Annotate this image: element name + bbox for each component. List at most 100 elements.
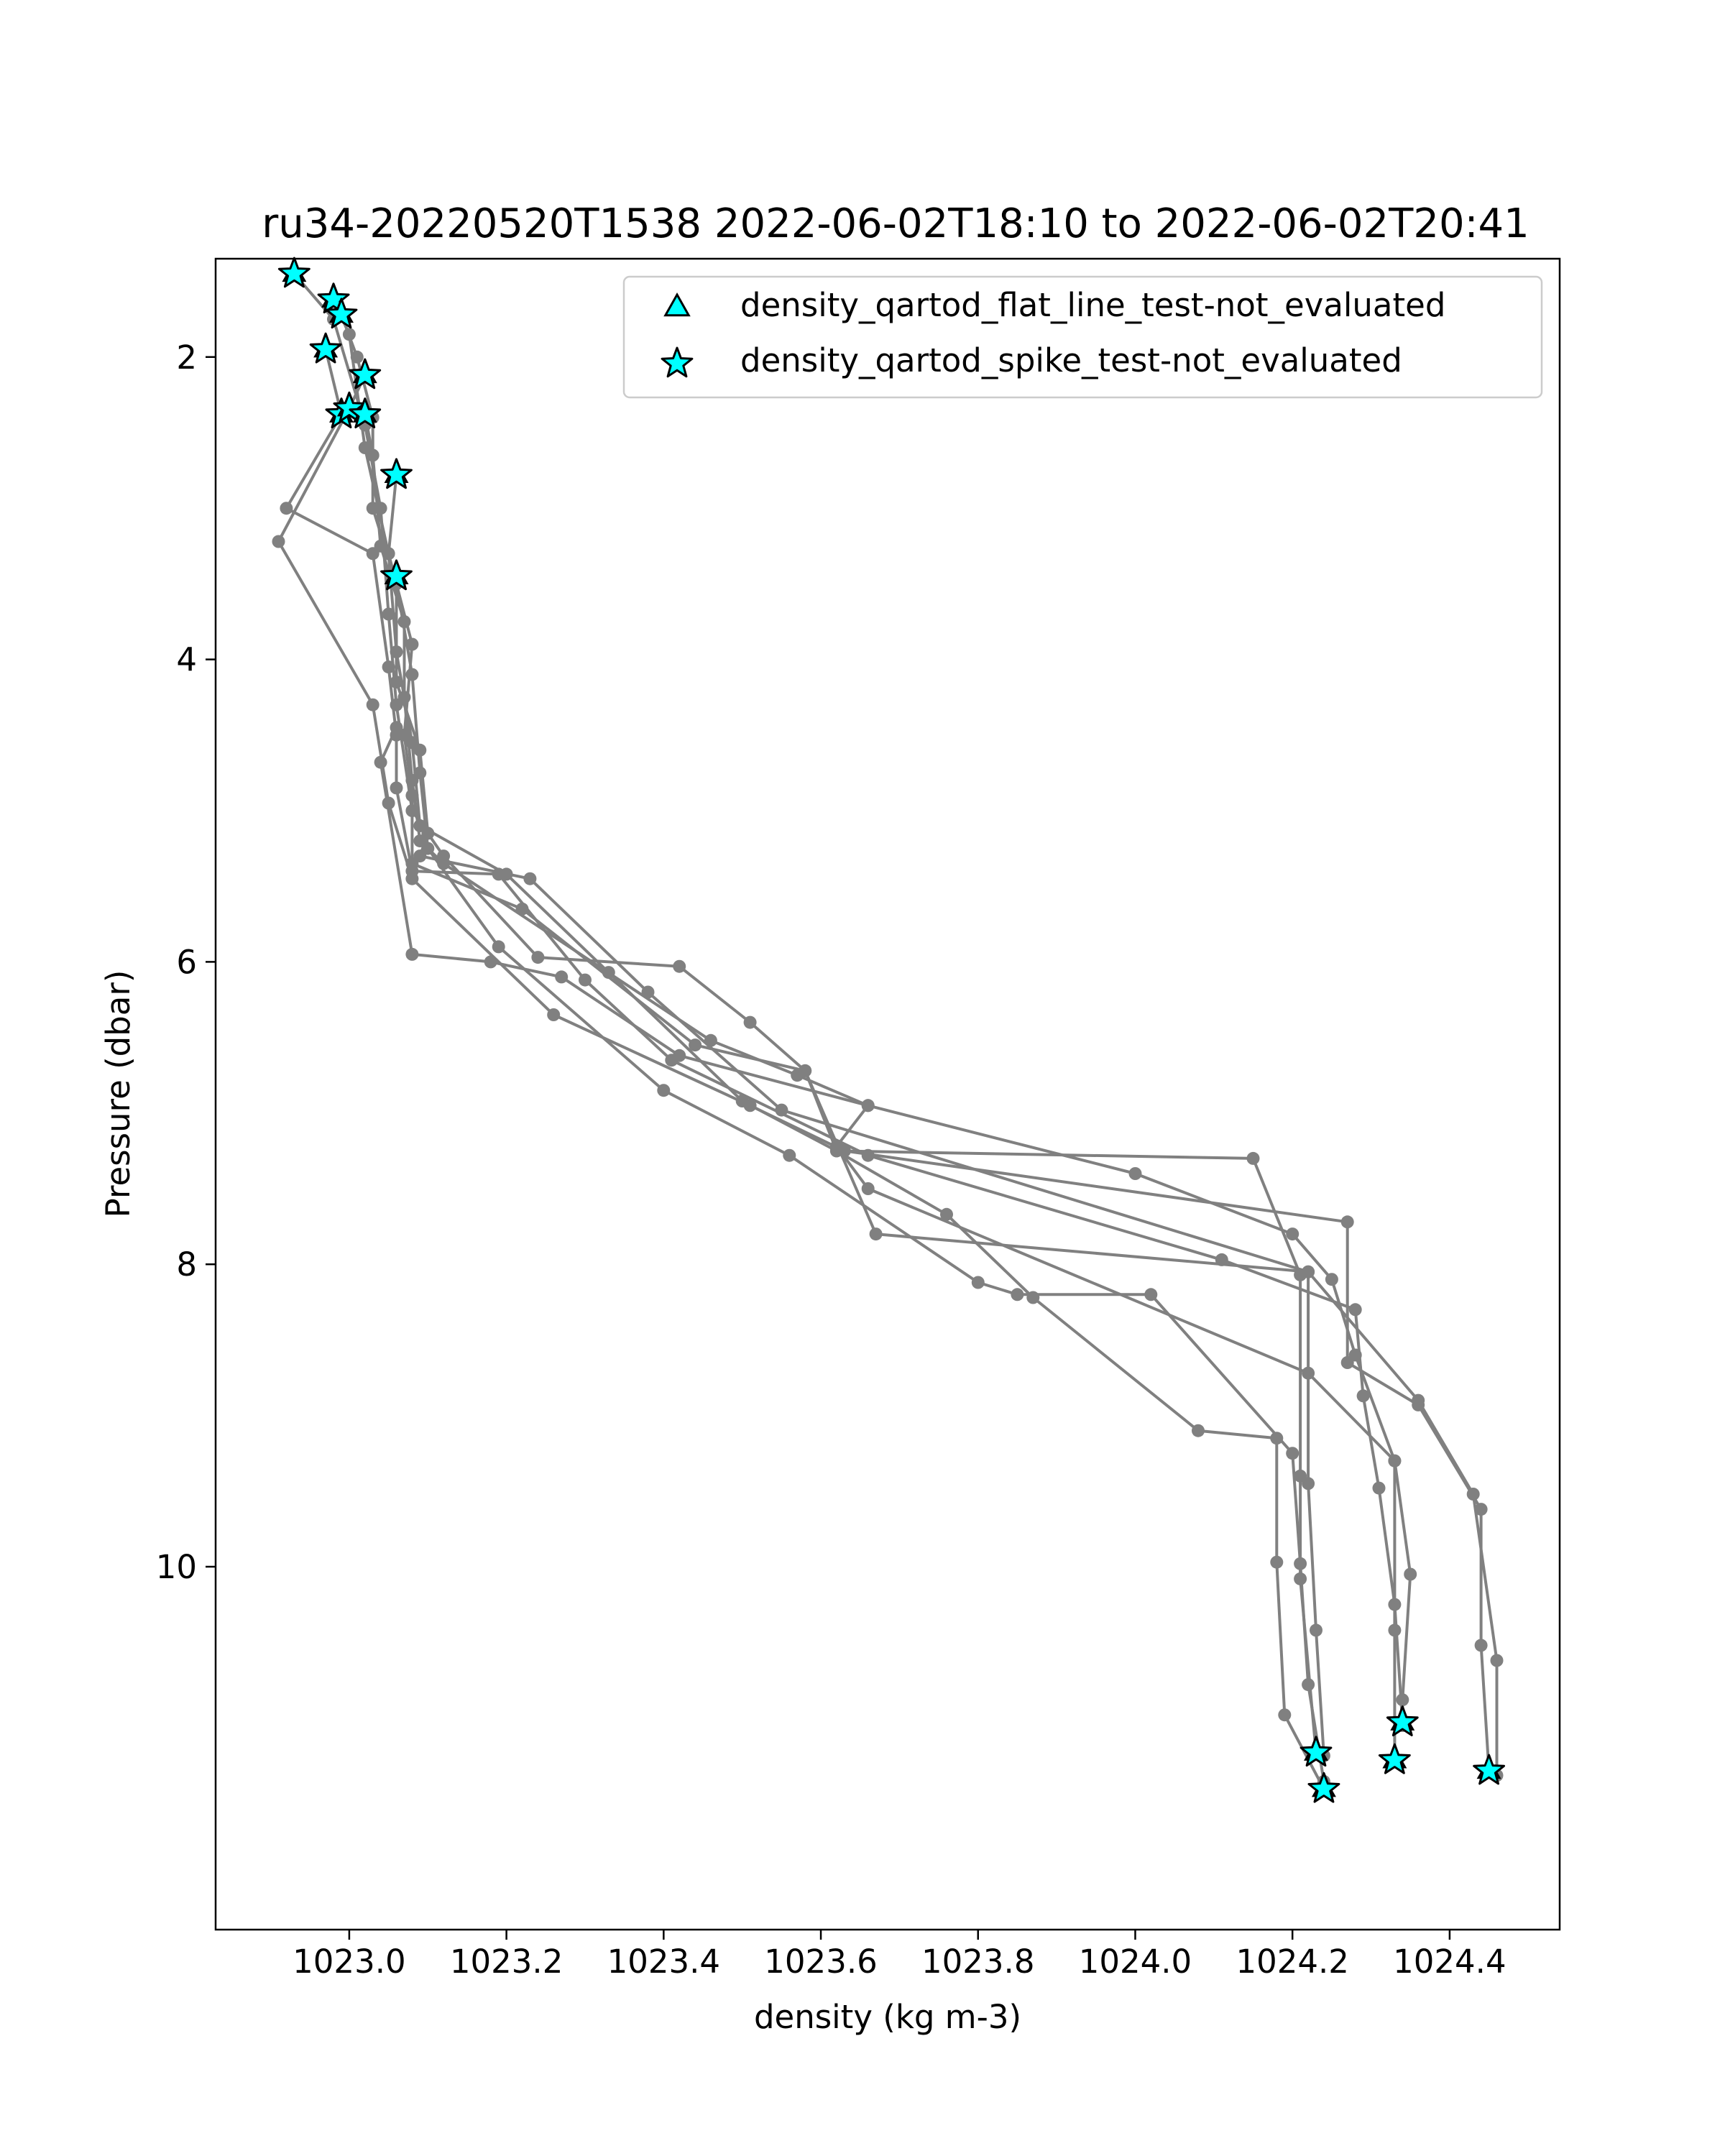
legend-box [622,275,1543,399]
data-point [405,804,419,817]
data-point [1246,1151,1260,1165]
data-point [390,676,403,689]
data-point [1310,1623,1322,1637]
legend-label-flat-line: density_qartod_flat_line_test-not_evalua… [740,286,1445,324]
data-point [492,867,505,881]
data-point [1294,1572,1307,1585]
spike-flag-marker [277,257,310,288]
y-axis-label: Pressure (dbar) [99,970,137,1218]
spike-flag-marker [380,458,413,489]
data-point [1026,1291,1040,1304]
x-tick-label: 1023.4 [607,1943,720,1981]
plot-frame [214,257,1561,1931]
data-point [382,660,395,674]
data-point [397,691,411,704]
data-point [1348,1348,1362,1362]
y-tick-label: 2 [176,338,197,377]
spike-flag-marker [317,282,350,314]
data-point [861,1099,875,1112]
data-point [405,947,419,961]
legend-star-shape [661,346,694,378]
data-point [280,502,293,515]
data-point [1302,1678,1315,1692]
chart-title: ru34-20220520T1538 2022-06-02T18:10 to 2… [262,201,1529,247]
data-point [555,970,569,984]
data-point [1270,1432,1284,1445]
data-point [1372,1481,1386,1495]
legend-star-marker [661,346,694,378]
data-point [484,955,497,969]
data-point [940,1207,953,1221]
spike-flag-marker [325,298,358,329]
data-point [829,1140,843,1153]
data-point [390,645,403,659]
spike-flag-marker [1386,1705,1419,1736]
data-point [1294,1557,1307,1570]
legend-triangle-shape [663,292,691,317]
data-point [1490,1654,1504,1667]
data-point [1286,1447,1300,1460]
data-point [1286,1227,1300,1241]
data-point [413,849,427,863]
data-point [437,857,451,870]
data-point [673,1049,686,1062]
data-point [1215,1253,1228,1266]
spike-flag-marker [1307,1772,1340,1803]
data-point [1270,1555,1284,1569]
data-point [382,607,395,621]
y-tick-label: 8 [176,1245,197,1284]
data-point [689,1038,702,1052]
data-point [861,1148,875,1162]
flagged-markers [277,257,1505,1803]
y-axis-ticks: 2 4 6 8 10 [156,338,216,1586]
spike-flag-marker [1473,1754,1505,1785]
spike-flag-marker [349,397,382,428]
data-point [531,951,545,964]
data-point [1388,1454,1402,1468]
spike-flag-marker [1378,1743,1411,1774]
data-point [1340,1215,1354,1229]
x-tick-label: 1024.2 [1236,1943,1348,1981]
data-point [413,743,427,757]
x-tick-label: 1024.0 [1079,1943,1192,1981]
spike-flag-marker [1300,1736,1333,1767]
spike-flag-marker [380,559,413,591]
data-point [405,788,419,802]
data-point [1356,1389,1370,1403]
data-point [1302,1477,1315,1491]
data-point [1011,1288,1024,1302]
spike-flag-marker [333,391,366,423]
data-point [350,350,364,364]
data-point [405,872,419,885]
data-point [366,502,380,515]
data-point [1474,1503,1488,1516]
y-tick-label: 10 [156,1548,197,1586]
data-point [492,940,505,954]
x-tick-label: 1023.8 [921,1943,1034,1981]
data-point [382,547,395,561]
data-point [775,1103,788,1117]
data-point [579,973,592,987]
legend: density_qartod_flat_line_test-not_evalua… [622,275,1543,399]
data-point [1128,1167,1142,1180]
data-point [366,698,380,711]
y-tick-label: 6 [176,943,197,981]
data-point [1144,1288,1158,1302]
x-tick-label: 1024.4 [1393,1943,1506,1981]
data-point [1388,1598,1402,1611]
data-point [602,966,615,980]
data-point [547,1008,561,1021]
data-point [1302,1366,1315,1380]
data-point [704,1033,717,1047]
data-point [1325,1273,1338,1286]
x-tick-label: 1023.0 [293,1943,405,1981]
data-point [405,773,419,787]
data-point [1348,1303,1362,1317]
data-point [342,328,356,341]
data-point [861,1182,875,1195]
data-point [366,448,380,462]
data-point [971,1276,985,1289]
plot-area [216,259,1560,1930]
data-point [397,615,411,628]
